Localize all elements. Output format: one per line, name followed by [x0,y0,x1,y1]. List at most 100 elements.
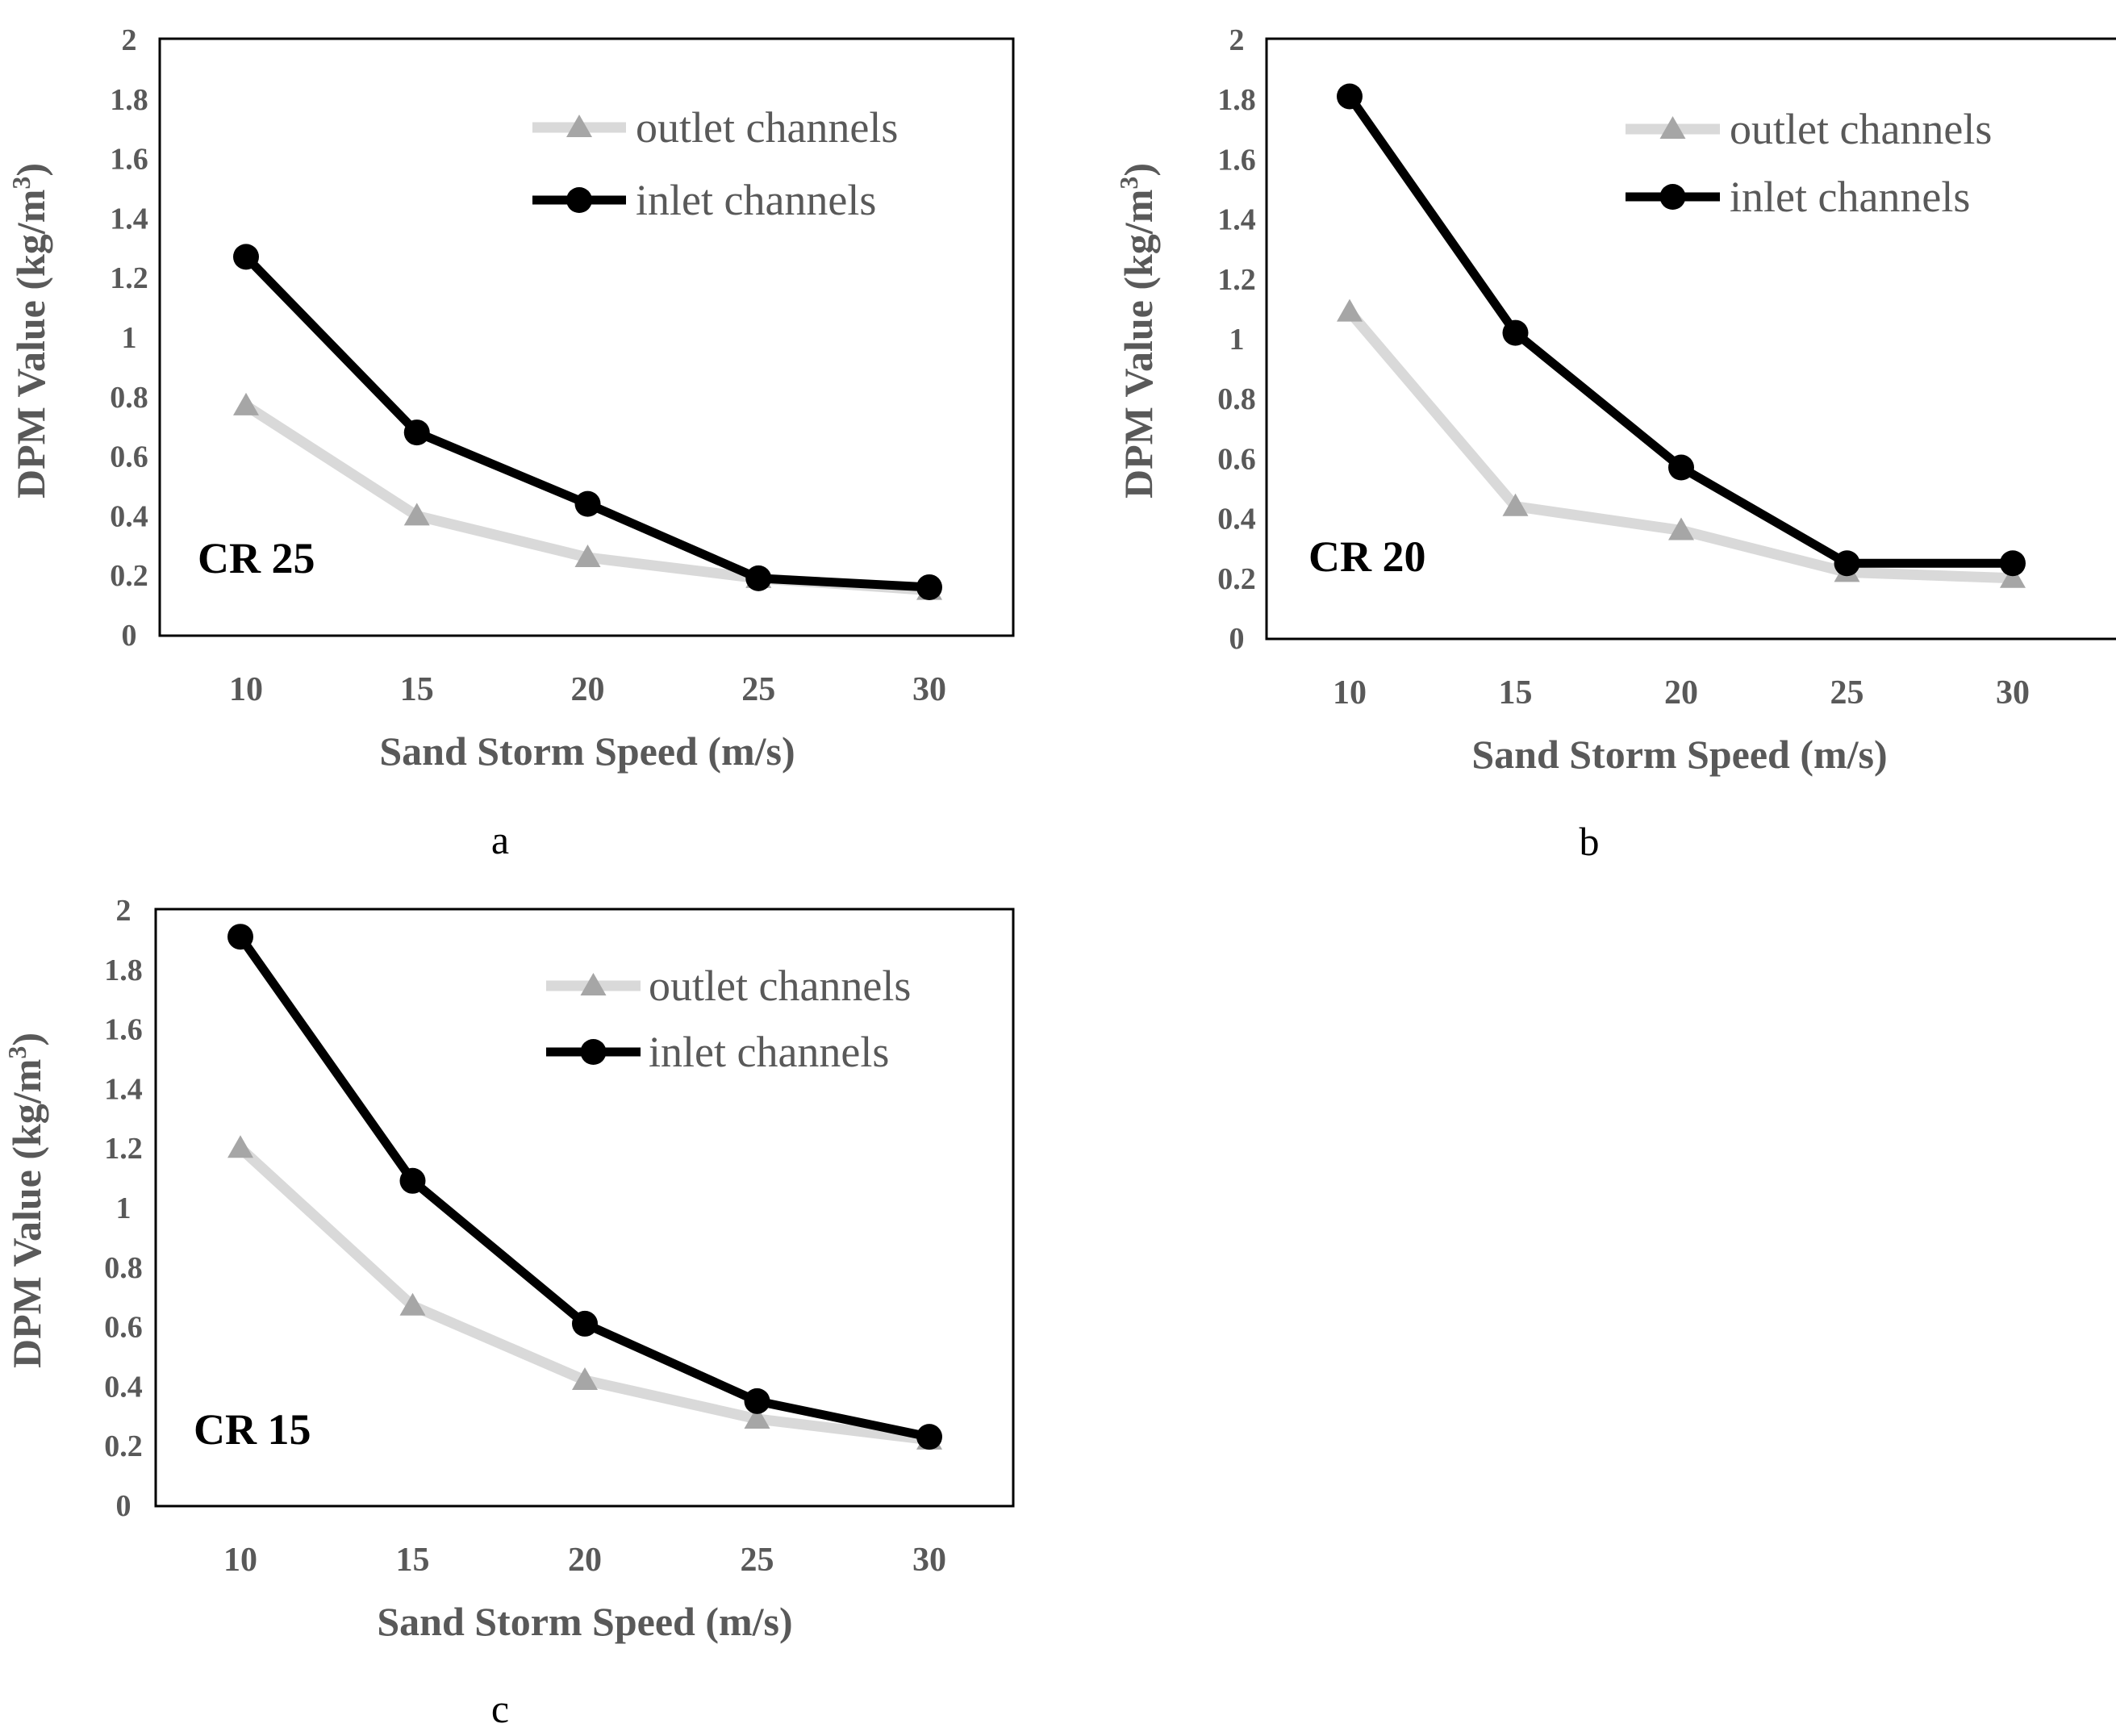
legend-outlet-label: outlet channels [636,103,898,152]
outlet-data-point [1502,493,1529,516]
y-tick-label: 0 [116,1489,131,1523]
panel-label: CR 20 [1308,532,1426,581]
y-tick-label: 1.8 [110,83,148,117]
y-axis-title-superscript: 3 [2,1046,31,1059]
legend-inlet-marker [580,1039,607,1065]
legend-inlet-label: inlet channels [649,1028,889,1076]
y-tick-label: 0.8 [1217,382,1256,416]
x-tick-label: 30 [1996,674,2030,712]
x-axis-title: Sand Storm Speed (m/s) [379,728,795,774]
y-tick-label: 0 [122,619,137,653]
inlet-data-point [399,1167,426,1194]
panel-label: CR 15 [194,1405,311,1454]
y-axis-title: DPM Value (kg/m3) [2,1033,49,1368]
y-axis-title: DPM Value (kg/m3) [6,163,53,499]
y-tick-label: 1.4 [1217,203,1256,237]
y-axis-title-close: ) [8,163,53,177]
y-tick-label: 1.4 [110,202,148,236]
y-axis-title-main: DPM Value (kg/m [4,1059,49,1368]
plot-frame [158,37,1015,637]
legend-outlet-marker [580,973,607,995]
y-tick-label: 2 [116,894,131,928]
x-axis-title: Sand Storm Speed (m/s) [377,1599,792,1644]
legend-outlet-label: outlet channels [1730,105,1992,153]
y-tick-label: 1.8 [1217,83,1256,117]
y-tick-label: 1 [116,1191,131,1225]
outlet-data-point [744,1405,770,1429]
figure-caption: c [491,1686,509,1731]
figure-caption: b [1580,819,1600,864]
chart-panel-a: 0 0.2 0.4 0.6 0.8 1 1.2 1.4 1.6 1.8 2 10 15 20 25 30 San… [6,23,1015,862]
inlet-data-point [2000,550,2026,577]
inlet-data-point [1337,83,1363,110]
y-tick-label: 0.8 [110,381,148,415]
x-tick-label: 20 [571,671,605,708]
y-tick-label: 1.8 [104,954,143,987]
y-tick-label: 1.6 [110,143,148,177]
x-tick-label: 25 [741,1542,774,1579]
inlet-data-point [1834,550,1860,577]
y-tick-label: 0.4 [1217,503,1256,536]
x-tick-label: 30 [912,671,946,708]
y-tick-label: 1.2 [110,261,148,295]
x-tick-label: 20 [1664,674,1698,712]
outlet-data-point [574,545,601,568]
chart-panel-c: 0 0.2 0.4 0.6 0.8 1 1.2 1.4 1.6 1.8 2 10 15 20 25 30 San… [2,894,1015,1731]
x-tick-label: 25 [741,671,775,708]
y-tick-label: 0.4 [110,499,148,533]
outlet-data-point [403,503,430,526]
outlet-data-point [399,1292,426,1316]
y-axis-title-main: DPM Value (kg/m [8,190,53,499]
y-tick-label: 1.2 [1217,263,1256,297]
y-tick-label: 0.6 [1217,442,1256,476]
y-axis-title-superscript: 3 [6,177,35,190]
x-tick-label: 30 [912,1542,946,1579]
y-tick-label: 1.2 [104,1132,143,1166]
inlet-data-point [574,490,601,517]
y-axis-title-close: ) [4,1033,49,1046]
x-tick-label: 10 [223,1542,257,1579]
y-tick-label: 2 [1229,23,1245,57]
y-tick-label: 1.4 [104,1072,143,1106]
inlet-data-point [1668,454,1694,481]
x-axis-title: Sand Storm Speed (m/s) [1471,732,1887,777]
outlet-data-point [227,1135,253,1158]
x-tick-label: 25 [1830,674,1864,712]
outlet-data-point [1668,517,1694,540]
y-tick-label: 1 [122,321,137,355]
outlet-data-point [233,392,259,415]
inlet-data-point [227,924,253,950]
y-tick-label: 0.6 [104,1311,143,1345]
y-tick-label: 0.2 [1217,562,1256,596]
legend-inlet-label: inlet channels [636,176,876,224]
x-tick-label: 20 [568,1542,602,1579]
y-tick-label: 1.6 [1217,143,1256,177]
y-tick-label: 0.4 [104,1370,143,1404]
outlet-data-point [2000,565,2026,588]
chart-panel-b: 0 0.2 0.4 0.6 0.8 1 1.2 1.4 1.6 1.8 2 10 15 20 25 30 San… [1114,23,2116,864]
y-tick-label: 2 [122,23,137,57]
y-tick-label: 0.2 [110,559,148,593]
y-tick-label: 1 [1229,323,1245,357]
y-axis-title-close: ) [1116,163,1161,177]
legend-outlet-label: outlet channels [649,962,911,1010]
outlet-data-point [1337,298,1363,322]
outlet-data-point [572,1367,598,1391]
inlet-data-point [572,1310,598,1337]
inlet-data-point [916,1424,942,1450]
y-tick-label: 0.6 [110,440,148,474]
inlet-data-point [744,1388,770,1414]
legend-inlet-marker [1659,184,1686,210]
y-axis-title-main: DPM Value (kg/m [1116,190,1161,499]
figure-caption: a [491,817,509,862]
legend-outlet-marker [566,115,592,137]
inlet-data-point [916,574,942,600]
x-tick-label: 15 [400,671,434,708]
inlet-data-point [745,565,772,591]
y-tick-label: 0.2 [104,1429,143,1463]
panel-label: CR 25 [198,534,315,582]
inlet-data-point [403,419,430,446]
legend-inlet-label: inlet channels [1730,173,1970,221]
legend-inlet-marker [566,187,592,213]
